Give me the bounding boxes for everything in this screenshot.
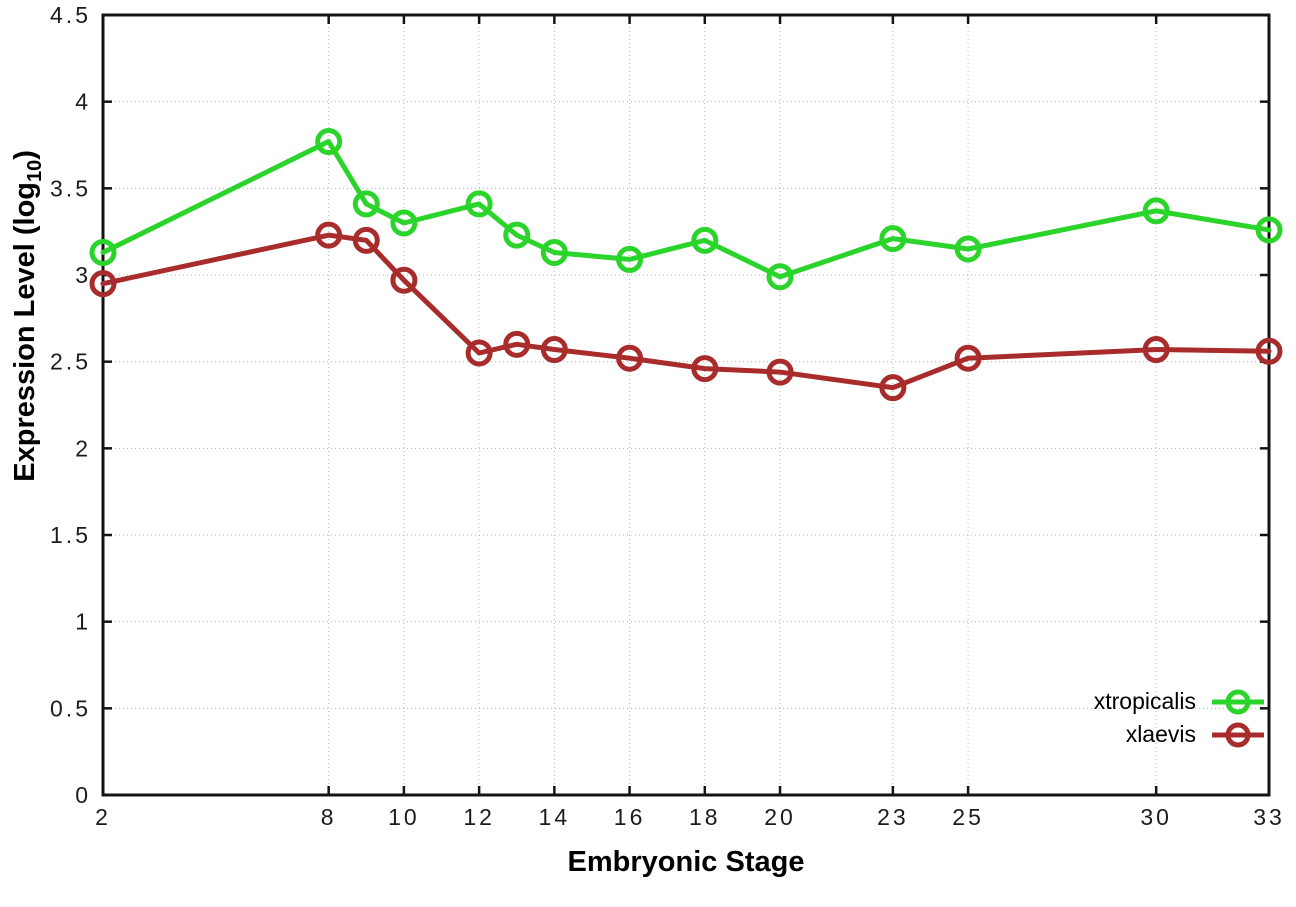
data-point-marker-xtropicalis <box>465 190 493 218</box>
y-axis-title-text: Expression Level (log <box>9 181 42 482</box>
data-point-marker-xlaevis <box>766 358 794 386</box>
y-tick-label: 4.5 <box>50 2 91 28</box>
data-point-marker-xtropicalis <box>315 128 343 156</box>
data-point-marker-xlaevis <box>89 270 117 298</box>
legend-label: xtropicalis <box>1093 688 1196 714</box>
y-axis-title-subscript: 10 <box>23 159 46 182</box>
data-point-marker-xlaevis <box>315 221 343 249</box>
data-point-marker-xlaevis <box>879 374 907 402</box>
data-point-marker-xtropicalis <box>616 245 644 273</box>
x-tick-label: 2 <box>95 804 111 830</box>
x-tick-label: 14 <box>539 804 571 830</box>
y-tick-label: 4 <box>75 89 91 115</box>
data-point-marker-xlaevis <box>465 339 493 367</box>
y-axis-title-close: ) <box>9 150 42 160</box>
data-point-marker-xtropicalis <box>691 226 719 254</box>
x-tick-label: 25 <box>952 804 984 830</box>
x-tick-label: 30 <box>1140 804 1172 830</box>
x-tick-label: 8 <box>321 804 337 830</box>
data-point-marker-xtropicalis <box>954 235 982 263</box>
data-point-marker-xlaevis <box>691 355 719 383</box>
x-tick-label: 23 <box>877 804 909 830</box>
x-tick-label: 18 <box>689 804 721 830</box>
plot-border <box>101 13 1271 797</box>
data-point-marker-xlaevis <box>616 344 644 372</box>
y-tick-label: 2.5 <box>50 349 91 375</box>
x-tick-label: 12 <box>463 804 495 830</box>
data-point-marker-xtropicalis <box>89 238 117 266</box>
x-tick-label: 16 <box>614 804 646 830</box>
y-tick-label: 1 <box>75 609 91 635</box>
data-point-marker-xlaevis <box>390 266 418 294</box>
data-point-marker-xlaevis <box>352 226 380 254</box>
y-tick-label: 1.5 <box>50 522 91 548</box>
x-tick-label: 10 <box>388 804 420 830</box>
legend-item-xlaevis: xlaevis <box>1094 719 1266 750</box>
data-point-marker-xtropicalis <box>390 209 418 237</box>
data-point-marker-xlaevis <box>540 336 568 364</box>
x-axis-title: Embryonic Stage <box>567 846 805 878</box>
y-tick-label: 3.5 <box>50 175 91 201</box>
legend-marker-icon <box>1212 689 1264 714</box>
series-line-xtropicalis <box>100 139 1272 280</box>
data-point-marker-xlaevis <box>954 344 982 372</box>
y-tick-label: 3 <box>75 262 91 288</box>
x-tick-label: 20 <box>764 804 796 830</box>
data-point-marker-xtropicalis <box>1255 216 1283 244</box>
data-point-marker-xtropicalis <box>879 225 907 253</box>
data-point-marker-xtropicalis <box>540 238 568 266</box>
series-line-xlaevis <box>100 232 1272 391</box>
legend-label: xlaevis <box>1125 721 1196 747</box>
legend: xtropicalis xlaevis <box>1094 686 1266 750</box>
data-point-marker-xlaevis <box>1255 337 1283 365</box>
data-point-marker-xlaevis <box>1142 336 1170 364</box>
data-point-marker-xtropicalis <box>503 221 531 249</box>
data-point-marker-xtropicalis <box>766 263 794 291</box>
data-point-marker-xlaevis <box>503 330 531 358</box>
y-axis-title: Expression Level (log10) <box>9 75 47 557</box>
y-tick-label: 2 <box>75 435 91 461</box>
legend-marker-icon <box>1212 722 1264 747</box>
x-tick-label: 33 <box>1253 804 1285 830</box>
data-point-marker-xtropicalis <box>352 190 380 218</box>
data-point-marker-xtropicalis <box>1142 197 1170 225</box>
legend-item-xtropicalis: xtropicalis <box>1094 686 1266 717</box>
y-tick-label: 0 <box>75 782 91 808</box>
y-tick-label: 0.5 <box>50 695 91 721</box>
